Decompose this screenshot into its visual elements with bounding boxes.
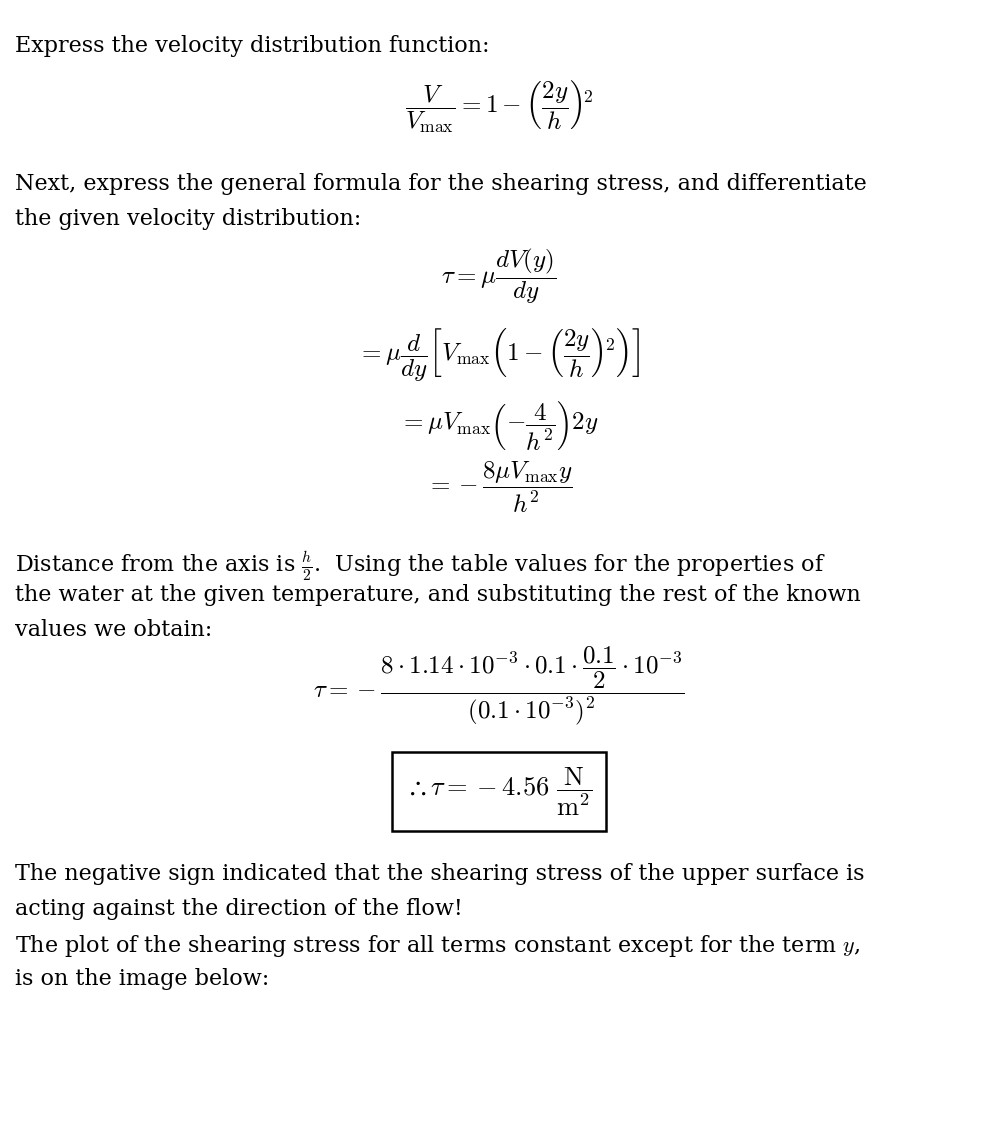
Text: is on the image below:: is on the image below:: [15, 968, 269, 990]
Text: values we obtain:: values we obtain:: [15, 619, 213, 642]
Text: $= -\dfrac{8\mu V_{\mathrm{max}} y}{h^2}$: $= -\dfrac{8\mu V_{\mathrm{max}} y}{h^2}…: [425, 460, 573, 516]
Text: the given velocity distribution:: the given velocity distribution:: [15, 208, 361, 230]
Text: The negative sign indicated that the shearing stress of the upper surface is: The negative sign indicated that the she…: [15, 863, 864, 886]
Text: $\therefore \tau = -4.56 \ \dfrac{\mathrm{N}}{\mathrm{m}^2}$: $\therefore \tau = -4.56 \ \dfrac{\mathr…: [405, 764, 593, 818]
Text: $\dfrac{V}{V_{\mathrm{max}}} = 1 - \left(\dfrac{2y}{h}\right)^{\!2}$: $\dfrac{V}{V_{\mathrm{max}}} = 1 - \left…: [404, 79, 594, 135]
Text: The plot of the shearing stress for all terms constant except for the term $y$,: The plot of the shearing stress for all …: [15, 933, 860, 959]
Text: Next, express the general formula for the shearing stress, and differentiate: Next, express the general formula for th…: [15, 173, 866, 196]
Text: acting against the direction of the flow!: acting against the direction of the flow…: [15, 898, 463, 921]
Text: $\tau = \mu \dfrac{dV(y)}{dy}$: $\tau = \mu \dfrac{dV(y)}{dy}$: [441, 246, 557, 307]
Text: $= \mu \dfrac{d}{dy} \left[ V_{\mathrm{max}} \left( 1 - \left(\dfrac{2y}{h}\righ: $= \mu \dfrac{d}{dy} \left[ V_{\mathrm{m…: [357, 326, 641, 382]
Text: $= \mu V_{\mathrm{max}} \left( -\dfrac{4}{h^2} \right) 2y$: $= \mu V_{\mathrm{max}} \left( -\dfrac{4…: [399, 399, 599, 453]
Text: Express the velocity distribution function:: Express the velocity distribution functi…: [15, 35, 489, 57]
Text: the water at the given temperature, and substituting the rest of the known: the water at the given temperature, and …: [15, 584, 860, 607]
Text: $\tau = -\dfrac{8 \cdot 1.14 \cdot 10^{-3} \cdot 0.1 \cdot \dfrac{0.1}{2} \cdot : $\tau = -\dfrac{8 \cdot 1.14 \cdot 10^{-…: [313, 644, 685, 727]
Text: Distance from the axis is $\frac{h}{2}$.  Using the table values for the propert: Distance from the axis is $\frac{h}{2}$.…: [15, 550, 825, 583]
